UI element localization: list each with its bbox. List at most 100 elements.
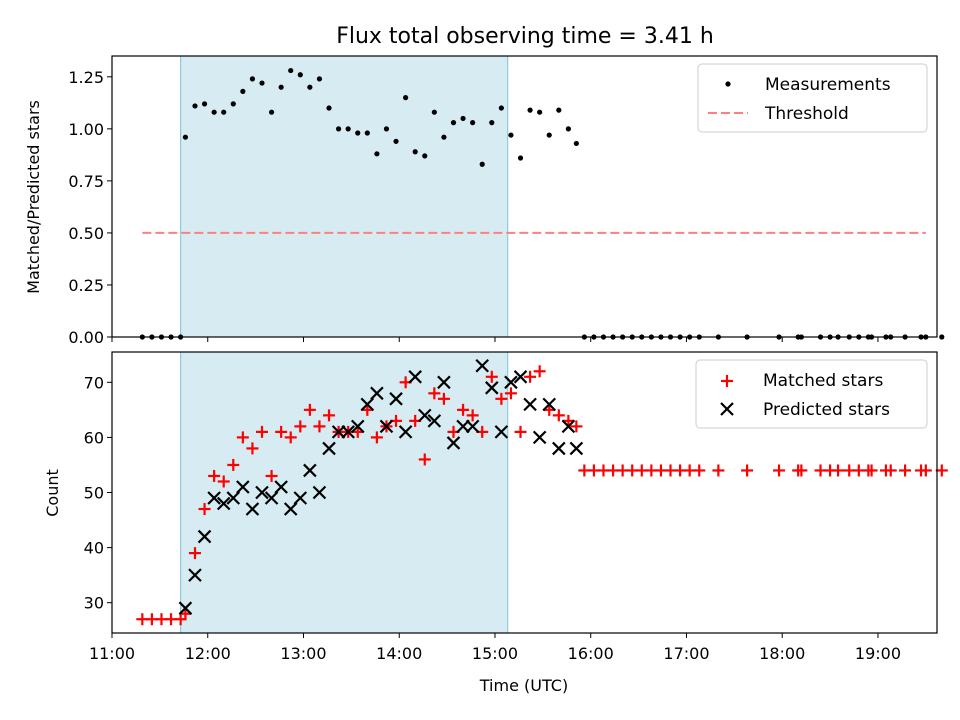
bottom-series-1: [178, 358, 584, 615]
predicted-star-point: [216, 496, 231, 511]
matched-star-point: [884, 464, 897, 477]
measurement-point: [393, 138, 399, 144]
matched-star-point: [919, 464, 932, 477]
predicted-star-point: [236, 480, 250, 494]
measurement-point: [537, 109, 543, 115]
top-y-tick-label: 0.00: [68, 328, 104, 347]
predicted-star-point: [504, 375, 518, 390]
matched-star-point: [313, 420, 326, 433]
x-tick-label: 12:00: [185, 644, 231, 663]
measurement-point: [240, 88, 246, 94]
bottom-data-layer: [136, 358, 948, 626]
matched-star-point: [265, 469, 278, 482]
top-shaded-region: [180, 55, 509, 338]
legend-predicted-marker: [720, 402, 734, 416]
matched-star-point: [570, 420, 583, 433]
top-legend-box: [697, 63, 928, 133]
predicted-star-point: [389, 392, 403, 406]
predicted-star-point: [207, 491, 221, 505]
predicted-star-point: [226, 491, 241, 505]
predicted-star-point: [465, 419, 480, 434]
measurement-point: [316, 76, 323, 82]
predicted-star-point: [437, 375, 451, 390]
measurement-point: [508, 132, 514, 138]
predicted-star-point: [552, 441, 566, 456]
measurement-point: [489, 120, 495, 126]
bottom-shaded-region: [180, 351, 509, 634]
bottom-y-tick-label: 70: [84, 373, 104, 392]
measurement-point: [259, 80, 265, 86]
matched-star-point: [552, 409, 565, 422]
matched-star-point: [437, 392, 450, 405]
predicted-star-point: [379, 419, 394, 434]
predicted-star-point: [255, 485, 269, 500]
top-panel: 0.00 0.25 0.50 0.75 1.00 1.25 Matched/Predict…: [24, 55, 945, 347]
matched-star-point: [275, 425, 288, 438]
top-y-axis: 0.00 0.25 0.50 0.75 1.00 1.25: [68, 68, 112, 347]
predicted-star-point: [485, 381, 499, 395]
measurement-point: [326, 105, 332, 111]
legend-predicted-label: Predicted stars: [763, 400, 890, 420]
predicted-star-point: [341, 425, 355, 439]
matched-star-point: [712, 464, 725, 477]
predicted-star-point: [408, 370, 422, 384]
measurement-point: [441, 134, 447, 140]
predicted-star-point: [513, 370, 528, 384]
measurement-point: [364, 130, 370, 136]
predicted-star-point: [360, 397, 375, 412]
predicted-star-point: [475, 358, 489, 373]
measurement-point: [374, 151, 380, 157]
predicted-star-point: [561, 419, 576, 434]
measurement-point: [249, 76, 256, 82]
predicted-star-point: [188, 568, 202, 582]
bottom-series-0: [136, 365, 948, 626]
top-axes-frame: [111, 55, 938, 338]
bottom-y-tick-label: 60: [84, 428, 104, 447]
measurement-point: [288, 67, 294, 74]
predicted-star-point: [398, 425, 413, 439]
measurement-point: [211, 109, 217, 115]
predicted-star-point: [427, 414, 442, 428]
top-y-tick-label: 1.00: [68, 120, 104, 139]
matched-star-point: [935, 464, 948, 477]
measurement-point: [422, 153, 428, 159]
matched-star-point: [246, 442, 259, 455]
bottom-panel: 30 40 50 60 70 11:00 12:00 13:00 14:00 15:00 16:0…: [43, 351, 948, 695]
x-tick-label: 11:00: [89, 644, 135, 663]
matched-star-point: [236, 431, 249, 444]
matched-star-point: [188, 547, 201, 560]
predicted-star-point: [542, 397, 557, 412]
predicted-star-point: [245, 502, 260, 516]
predicted-star-point: [532, 430, 547, 445]
x-tick-label: 19:00: [855, 644, 901, 663]
measurement-point: [450, 120, 457, 126]
predicted-star-point: [446, 436, 461, 450]
x-tick-label: 16:00: [568, 644, 614, 663]
matched-star-point: [256, 425, 268, 438]
matched-star-point: [198, 503, 211, 516]
x-tick-label: 17:00: [663, 644, 709, 663]
matched-star-point: [323, 409, 336, 422]
predicted-star-point: [322, 441, 336, 456]
measurement-point: [527, 107, 533, 113]
legend-matched-marker: [721, 375, 733, 387]
matched-star-point: [217, 475, 230, 488]
matched-star-point: [533, 365, 546, 378]
x-tick-label: 14:00: [376, 644, 422, 663]
legend-threshold-label: Threshold: [764, 104, 849, 124]
x-tick-label: 15:00: [472, 644, 518, 663]
measurement-point: [335, 126, 342, 132]
measurement-point: [470, 120, 476, 126]
top-x-tick-marks: [111, 337, 879, 342]
predicted-star-point: [283, 502, 298, 516]
measurement-point: [182, 134, 189, 140]
measurement-point: [278, 84, 284, 90]
legend-measurements-label: Measurements: [765, 75, 891, 95]
predicted-star-point: [350, 419, 365, 434]
measurement-point: [355, 130, 361, 136]
measurement-point: [939, 334, 945, 340]
bottom-y-tick-label: 50: [84, 484, 104, 503]
matched-star-point: [514, 425, 527, 438]
predicted-star-point: [274, 480, 288, 494]
top-y-tick-label: 0.50: [68, 224, 104, 243]
